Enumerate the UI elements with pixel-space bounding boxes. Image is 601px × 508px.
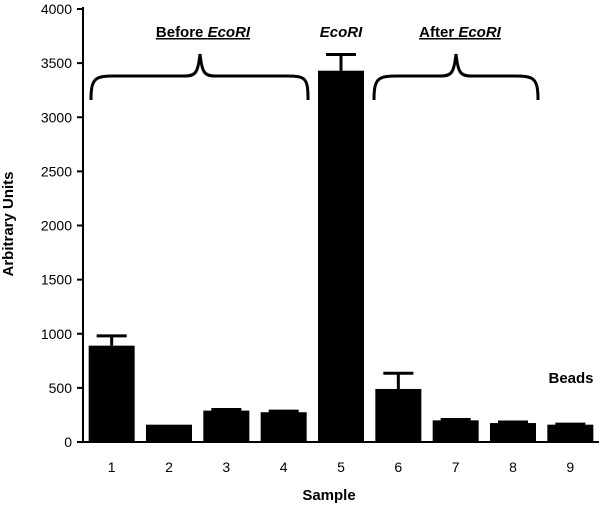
bar-6 xyxy=(375,388,422,442)
x-axis-title: Sample xyxy=(302,487,355,504)
x-tick-label: 3 xyxy=(222,459,230,475)
y-tick-label: 1500 xyxy=(41,272,72,288)
before-ecori-prefix: Before xyxy=(156,24,208,41)
x-tick-label: 7 xyxy=(452,459,460,475)
after-ecori-label: After EcoRI xyxy=(419,24,502,41)
y-tick-label: 1000 xyxy=(41,326,72,342)
y-tick-label: 3000 xyxy=(41,109,72,125)
x-tick-label: 2 xyxy=(165,459,173,475)
before-bracket xyxy=(89,53,310,101)
y-tick-label: 2000 xyxy=(41,218,72,234)
y-tick-label: 500 xyxy=(49,380,73,396)
bar-8 xyxy=(490,423,536,442)
bars xyxy=(88,52,594,442)
x-tick-label: 1 xyxy=(108,459,116,475)
x-ticks: 1 2 3 4 5 6 7 8 9 xyxy=(108,459,575,475)
after-bracket xyxy=(372,53,540,101)
y-axis-title: Arbitrary Units xyxy=(0,171,17,276)
y-tick-label: 3500 xyxy=(41,55,72,71)
y-ticks: 0 500 1000 1500 2000 2500 3000 3500 4000 xyxy=(41,1,83,450)
after-ecori-prefix: After xyxy=(419,24,458,41)
x-tick-label: 5 xyxy=(337,459,345,475)
y-tick-label: 2500 xyxy=(41,163,72,179)
y-tick-label: 4000 xyxy=(41,1,72,17)
x-tick-label: 6 xyxy=(394,459,402,475)
y-tick-label: 0 xyxy=(64,434,72,450)
before-ecori-enzyme: EcoRI xyxy=(208,24,251,41)
ecori-label: EcoRI xyxy=(320,24,363,41)
x-tick-label: 4 xyxy=(280,459,288,475)
beads-label: Beads xyxy=(548,370,593,387)
bar-7 xyxy=(432,420,479,442)
bar-2 xyxy=(146,424,192,442)
after-ecori-enzyme: EcoRI xyxy=(458,24,501,41)
bar-5 xyxy=(318,70,364,442)
x-tick-label: 8 xyxy=(509,459,517,475)
before-ecori-label: Before EcoRI xyxy=(156,24,251,41)
bar-4 xyxy=(260,412,307,442)
bar-9 xyxy=(547,424,594,442)
x-tick-label: 9 xyxy=(566,459,574,475)
bar-1 xyxy=(88,345,135,442)
bar-3 xyxy=(203,410,250,442)
